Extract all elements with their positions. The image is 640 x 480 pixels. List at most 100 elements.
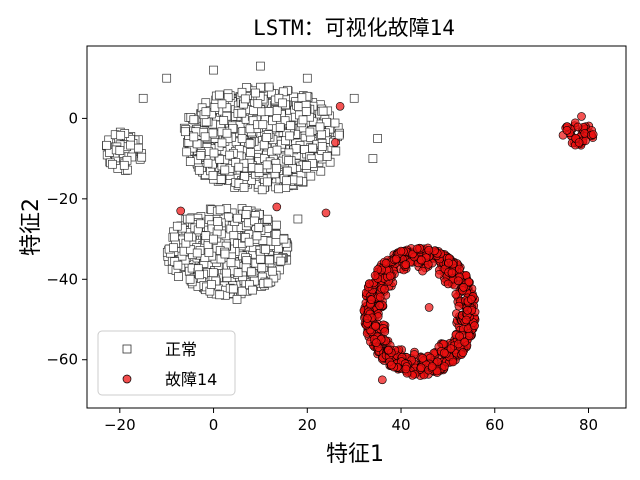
scatter-point-fault14-689: [455, 264, 464, 274]
scatter-point-normal-592: [237, 108, 247, 118]
scatter-point-normal-1063: [213, 217, 223, 226]
scatter-point-normal-835: [229, 231, 239, 240]
scatter-point-normal-536: [272, 145, 282, 155]
scatter-point-normal-918: [223, 212, 233, 222]
scatter-point-normal-539: [208, 171, 218, 180]
scatter-point-normal-1048: [258, 236, 268, 245]
scatter-point-fault14-731: [416, 255, 426, 265]
scatter-point-fault14-745: [448, 357, 458, 367]
scatter-point-fault14-551: [464, 277, 474, 287]
scatter-point-normal-1058: [207, 280, 216, 289]
scatter-point-normal-572: [237, 134, 247, 143]
scatter-point-normal-1034: [263, 278, 273, 288]
scatter-point-normal-574: [245, 139, 255, 149]
scatter-point-normal-644: [258, 120, 268, 130]
scatter-point-normal-1042: [170, 232, 179, 242]
scatter-point-normal-645: [209, 148, 219, 158]
scatter-point-normal-615: [322, 152, 332, 161]
scatter-point-fault14-729: [412, 244, 422, 254]
scatter-point-normal-1136: [349, 93, 359, 103]
y-axis-label: 特征2: [19, 198, 44, 256]
scatter-point-normal-627: [253, 99, 263, 109]
scatter-point-normal-1132: [162, 73, 172, 83]
scatter-point-normal-1139: [185, 214, 195, 224]
scatter-point-normal-624: [278, 98, 287, 108]
scatter-point-fault14-717: [370, 271, 380, 280]
scatter-point-fault14-604: [375, 301, 384, 310]
y-tick-label: −20: [46, 190, 78, 208]
scatter-point-fault14-704: [371, 321, 380, 331]
scatter-point-normal-978: [233, 213, 242, 223]
scatter-point-normal-643: [201, 107, 211, 117]
scatter-point-normal-1123: [102, 140, 111, 150]
scatter-point-fault14-679: [470, 321, 479, 331]
scatter-point-fault14-693: [381, 258, 391, 268]
scatter-point-fault14-557: [451, 289, 461, 299]
scatter-point-fault14-703: [458, 348, 468, 357]
scatter-point-normal-570: [245, 124, 255, 134]
scatter-point-normal-268: [316, 166, 326, 176]
scatter-point-normal-376: [274, 184, 283, 194]
scatter-point-normal-877: [242, 256, 252, 265]
scatter-point-normal-1004: [215, 290, 225, 300]
scatter-point-normal-504: [242, 83, 251, 92]
scatter-point-normal-610: [272, 106, 282, 115]
scatter-point-normal-604: [257, 185, 267, 195]
scatter-point-normal-579: [275, 122, 285, 132]
scatter-point-fault14-747: [427, 362, 437, 371]
scatter-point-fault14-797: [176, 206, 185, 216]
scatter-point-normal-1052: [220, 249, 230, 259]
scatter-point-normal-603: [251, 88, 260, 98]
chart-title: LSTM：可视化故障14: [253, 16, 455, 40]
scatter-point-normal-950: [257, 263, 267, 273]
legend: 正常 故障14: [97, 330, 236, 396]
scatter-point-fault14-590: [418, 266, 427, 276]
scatter-point-normal-567: [246, 148, 255, 157]
scatter-point-normal-1021: [265, 255, 274, 265]
scatter-point-normal-946: [226, 258, 236, 268]
scatter-point-normal-646: [200, 132, 210, 142]
x-tick-label: 60: [485, 416, 504, 434]
scatter-point-fault14-803: [466, 295, 476, 304]
scatter-point-normal-1142: [232, 295, 242, 304]
scatter-point-normal-1140: [209, 234, 218, 244]
scatter-point-normal-437: [223, 93, 233, 103]
scatter-point-fault14-784: [562, 126, 572, 135]
scatter-point-normal-1060: [261, 244, 270, 254]
scatter-point-fault14-673: [454, 301, 464, 311]
scatter-point-normal-1127: [108, 159, 117, 169]
scatter-point-normal-582: [216, 175, 226, 184]
scatter-point-fault14-702: [380, 284, 389, 294]
scatter-point-normal-628: [215, 154, 225, 164]
scatter-point-fault14-711: [443, 279, 453, 289]
scatter-point-normal-611: [272, 163, 281, 173]
scatter-point-normal-1049: [196, 219, 205, 229]
scatter-point-normal-561: [280, 116, 290, 126]
scatter-point-normal-1065: [271, 230, 281, 239]
scatter-point-fault14-712: [447, 268, 457, 278]
scatter-point-normal-606: [284, 156, 294, 165]
scatter-point-normal-1064: [169, 243, 178, 253]
scatter-point-fault14-720: [387, 360, 396, 370]
scatter-point-fault14-739: [424, 245, 434, 255]
scatter-point-normal-625: [301, 107, 311, 116]
x-tick-label: 0: [209, 416, 219, 434]
scatter-point-normal-479: [240, 172, 249, 181]
y-tick-label: 0: [68, 109, 78, 127]
scatter-point-normal-1026: [201, 231, 211, 241]
scatter-point-fault14-726: [459, 282, 468, 292]
scatter-point-normal-541: [189, 115, 199, 125]
scatter-point-normal-607: [278, 87, 288, 97]
scatter-point-normal-1068: [254, 223, 264, 232]
scatter-point-normal-1138: [368, 154, 378, 163]
scatter-point-normal-517: [194, 165, 204, 175]
axis-ticks: −20 0 20 40 60 80 0 −20 −40 −60: [46, 109, 598, 434]
scatter-point-normal-641: [196, 151, 206, 160]
scatter-point-normal-648: [282, 176, 291, 186]
scatter-point-normal-619: [240, 94, 250, 104]
scatter-point-fault14-798: [272, 202, 282, 212]
scatter-point-fault14-801: [424, 303, 434, 312]
scatter-point-normal-1037: [248, 285, 257, 295]
scatter-point-normal-458: [300, 145, 309, 154]
